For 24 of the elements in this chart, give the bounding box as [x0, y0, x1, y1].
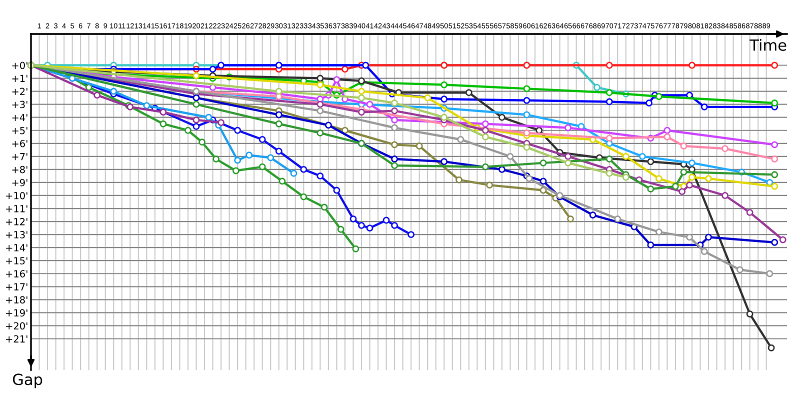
y-tick-label: +5' [12, 126, 28, 134]
y-tick-label: +18' [6, 296, 28, 304]
y-tick-label: +20' [6, 322, 28, 330]
y-tick-label: +19' [6, 309, 28, 317]
y-tick-label: +17' [6, 283, 28, 290]
y-tick-label: +6' [12, 140, 28, 148]
y-tick-label: +3' [12, 100, 28, 108]
y-tick-label: +16' [6, 270, 28, 278]
x-axis-title: Time [750, 39, 786, 51]
y-tick-label: +11' [6, 205, 28, 212]
y-tick-label: +8' [12, 166, 28, 174]
y-tick-label: +13' [6, 231, 28, 238]
y-tick-label: +1' [12, 74, 28, 82]
y-tick-label: +0' [12, 62, 28, 70]
y-tick-label: +15' [6, 257, 28, 264]
y-tick-label: +21' [6, 335, 28, 342]
y-axis-title: Gap [12, 374, 42, 388]
y-tick-label: +2' [12, 88, 28, 95]
y-tick-label: +14' [6, 244, 28, 252]
y-tick-label: +12' [6, 218, 28, 226]
y-tick-label: +10' [6, 192, 28, 200]
y-tick-label: +4' [12, 114, 28, 122]
y-tick-label: +7' [12, 153, 28, 160]
y-tick-label: +9' [12, 178, 28, 186]
